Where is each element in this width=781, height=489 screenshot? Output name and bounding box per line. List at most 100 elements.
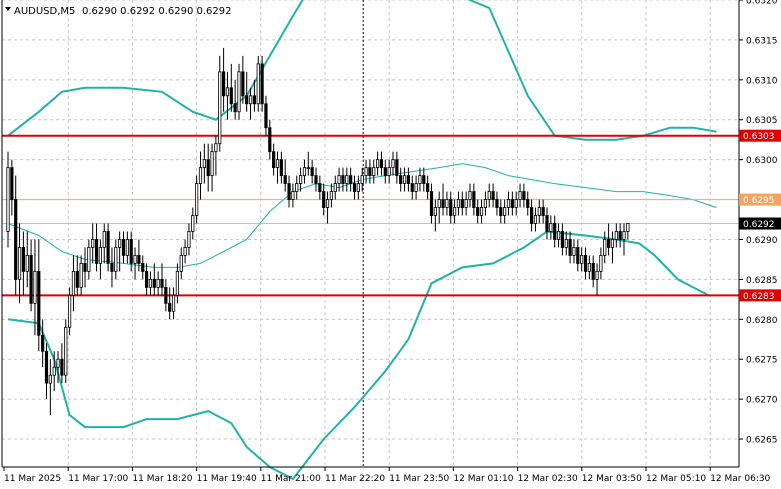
candle bbox=[560, 223, 565, 256]
candle-body bbox=[264, 103, 268, 129]
x-tick-label: 11 Mar 19:40 bbox=[197, 474, 257, 484]
candle bbox=[483, 191, 488, 216]
candle-body bbox=[533, 215, 538, 224]
candle bbox=[10, 159, 14, 216]
candle bbox=[48, 359, 52, 416]
candle-body bbox=[17, 247, 22, 280]
candle bbox=[144, 263, 149, 296]
candle bbox=[210, 143, 214, 192]
candle-body bbox=[383, 167, 387, 177]
candle-body bbox=[106, 231, 110, 264]
chart-header: AUDUSD,M5 0.6290 0.6292 0.6290 0.6292 bbox=[5, 6, 232, 17]
candle bbox=[187, 223, 191, 256]
candle bbox=[29, 239, 33, 312]
y-tick-label: 0.6320 bbox=[746, 0, 778, 7]
candle bbox=[98, 239, 102, 280]
candle bbox=[179, 247, 183, 280]
level-tag-label: 0.6295 bbox=[743, 196, 775, 206]
x-tick-label: 11 Mar 21:00 bbox=[261, 474, 321, 484]
candle-body bbox=[556, 231, 561, 240]
candle-body bbox=[114, 247, 118, 272]
candle-body bbox=[10, 167, 14, 200]
candle bbox=[375, 151, 380, 176]
candle-body bbox=[345, 175, 349, 185]
candle bbox=[79, 255, 83, 296]
candle-body bbox=[610, 239, 615, 248]
candle bbox=[510, 191, 514, 216]
candle bbox=[595, 263, 599, 296]
candle-body bbox=[314, 175, 318, 185]
candle bbox=[94, 223, 99, 272]
candle-body bbox=[395, 159, 399, 177]
candle bbox=[499, 199, 503, 224]
candle-body bbox=[375, 159, 380, 169]
candle bbox=[110, 247, 114, 288]
candle bbox=[133, 247, 137, 280]
candle bbox=[160, 263, 164, 296]
y-tick-label: 0.6280 bbox=[746, 316, 778, 326]
candle bbox=[614, 223, 618, 248]
candle-body bbox=[110, 263, 114, 272]
candle bbox=[452, 199, 457, 224]
price-axis[interactable]: 0.6320 0.6315 0.6310 0.6305 0.6300 0.6290 0.62… bbox=[739, 0, 778, 446]
candle bbox=[591, 255, 595, 288]
candle-body bbox=[260, 63, 264, 105]
x-tick-label: 12 Mar 01:10 bbox=[453, 474, 513, 484]
candle-body bbox=[341, 175, 345, 185]
candle bbox=[17, 223, 22, 304]
time-axis[interactable]: 11 Mar 2025 11 Mar 17:00 11 Mar 18:20 11 Ma… bbox=[3, 467, 771, 484]
candle-body bbox=[360, 175, 364, 185]
candle-body bbox=[387, 167, 391, 177]
candle bbox=[302, 159, 307, 184]
candle bbox=[533, 207, 538, 232]
candle-body bbox=[133, 255, 137, 264]
candle-body bbox=[364, 167, 368, 177]
candle bbox=[607, 223, 611, 256]
candle-body bbox=[576, 247, 580, 264]
candle bbox=[422, 167, 426, 192]
candle-body bbox=[206, 159, 210, 177]
candle-body bbox=[210, 151, 214, 177]
candle-body bbox=[198, 167, 203, 185]
x-tick-label: 12 Mar 06:30 bbox=[710, 474, 770, 484]
candle bbox=[464, 191, 468, 216]
candle bbox=[487, 183, 491, 208]
candle-body bbox=[268, 127, 272, 153]
dropdown-triangle-icon[interactable] bbox=[5, 7, 11, 11]
candle bbox=[537, 199, 541, 224]
candle-body bbox=[422, 175, 426, 185]
candle bbox=[71, 255, 76, 312]
candle-body bbox=[368, 167, 372, 177]
candle-body bbox=[607, 239, 611, 248]
candle-body bbox=[91, 239, 95, 248]
candle bbox=[626, 223, 630, 240]
candle-body bbox=[87, 247, 91, 272]
candle bbox=[556, 223, 561, 248]
candle bbox=[372, 159, 376, 184]
candle bbox=[445, 191, 449, 216]
x-tick-label: 11 Mar 22:20 bbox=[325, 474, 385, 484]
candle-body bbox=[499, 207, 503, 216]
candle-body bbox=[564, 239, 568, 248]
candle bbox=[545, 207, 549, 240]
candle bbox=[468, 183, 472, 208]
upper-band-line bbox=[7, 0, 717, 141]
candle bbox=[118, 231, 122, 272]
candle bbox=[352, 175, 357, 200]
candle bbox=[402, 167, 407, 192]
candle-body bbox=[526, 199, 530, 208]
candle-body bbox=[545, 215, 549, 232]
candle-body bbox=[83, 263, 87, 272]
candle bbox=[476, 199, 480, 224]
candle-body bbox=[125, 239, 129, 256]
candle bbox=[221, 47, 226, 112]
candle bbox=[418, 167, 422, 192]
candle-body bbox=[33, 271, 37, 304]
candle bbox=[364, 159, 368, 184]
candle-body bbox=[325, 199, 330, 208]
candle-body bbox=[329, 191, 334, 200]
ohlc-label: 0.6290 0.6292 0.6290 0.6292 bbox=[82, 6, 232, 17]
candle-body bbox=[449, 199, 453, 216]
